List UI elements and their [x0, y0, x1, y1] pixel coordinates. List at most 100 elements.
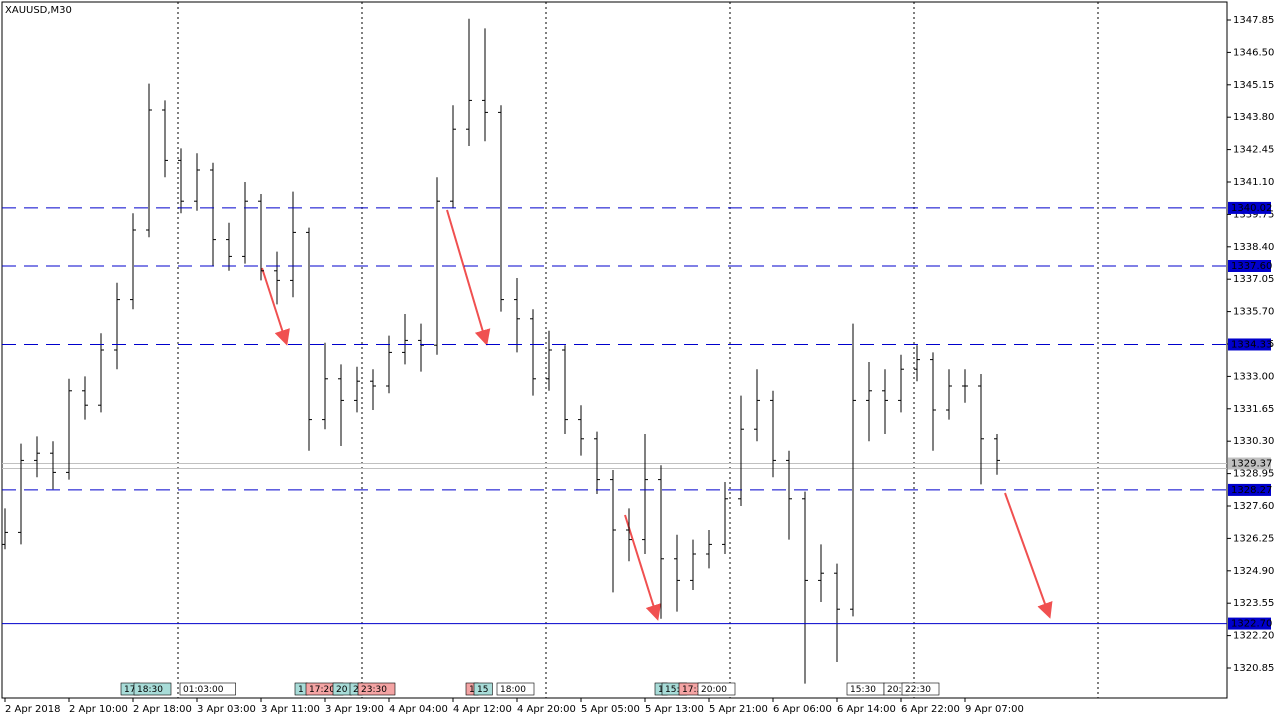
ohlc-bar — [610, 470, 616, 593]
ohlc-bar — [578, 405, 584, 456]
ohlc-bar — [930, 352, 936, 451]
ohlc-bar — [546, 330, 552, 391]
ohlc-bar — [866, 362, 872, 442]
ohlc-bar — [818, 544, 824, 602]
y-tick-label: 1335.70 — [1233, 307, 1274, 318]
x-tick-label: 3 Apr 03:00 — [197, 704, 256, 715]
event-label: 20: — [887, 685, 901, 695]
x-tick-label: 4 Apr 20:00 — [517, 704, 576, 715]
ohlc-bar — [2, 508, 8, 550]
event-label: 1 — [298, 685, 304, 695]
ohlc-bar — [722, 482, 728, 554]
ohlc-bar — [834, 563, 840, 662]
ohlc-bar — [34, 436, 40, 478]
arrow — [446, 209, 491, 346]
event-label: 01:03:00 — [183, 685, 224, 695]
ohlc-bar — [690, 539, 696, 590]
x-tick-label: 4 Apr 12:00 — [453, 704, 512, 715]
y-tick-label: 1341.10 — [1233, 177, 1274, 188]
ohlc-bar — [882, 369, 888, 434]
x-tick-label: 2 Apr 2018 — [5, 704, 60, 715]
ohlc-bar — [338, 364, 344, 446]
event-tag — [179, 682, 236, 696]
event-label: 20:00 — [701, 685, 727, 695]
ohlc-bar — [226, 222, 232, 271]
event-label: 1 — [658, 685, 664, 695]
y-tick-label: 1328.95 — [1233, 469, 1274, 480]
plot-frame — [1, 1, 1228, 699]
ohlc-bar — [674, 534, 680, 612]
ohlc-bar — [978, 374, 984, 485]
ohlc-bar — [18, 443, 24, 545]
ohlc-bar — [322, 342, 328, 430]
event-label: 15 — [477, 685, 488, 695]
ohlc-bar — [738, 395, 744, 506]
y-tick-label: 1345.15 — [1233, 80, 1274, 91]
arrow — [624, 514, 662, 621]
ohlc-bar — [850, 323, 856, 617]
ohlc-bar — [770, 390, 776, 478]
level-label: 1337.60 — [1231, 261, 1272, 272]
ohlc-bar — [658, 465, 664, 619]
ohlc-bar — [146, 83, 152, 238]
event-label: 2 — [353, 685, 359, 695]
ohlc-bar — [210, 162, 216, 266]
event-label: 15:30 — [850, 685, 876, 695]
arrow — [1004, 492, 1053, 619]
event-label: 1 — [469, 685, 475, 695]
x-tick-label: 6 Apr 22:00 — [901, 704, 960, 715]
ohlc-bar — [754, 369, 760, 442]
bid-label: 1329.37 — [1231, 459, 1272, 470]
ohlc-bar — [354, 366, 360, 413]
ohlc-bar — [898, 354, 904, 413]
ohlc-bar — [514, 278, 520, 353]
x-tick-label: 2 Apr 10:00 — [69, 704, 128, 715]
event-label: 17:20 — [309, 685, 335, 695]
ohlc-bar — [914, 345, 920, 382]
y-tick-label: 1327.60 — [1233, 501, 1274, 512]
y-tick-label: 1333.00 — [1233, 371, 1274, 382]
event-label: 18:30 — [137, 685, 163, 695]
ohlc-bar — [130, 213, 136, 310]
x-tick-label: 2 Apr 18:00 — [133, 704, 192, 715]
ohlc-bar — [498, 105, 504, 312]
event-label: 17 — [124, 685, 135, 695]
ohlc-bar — [802, 491, 808, 684]
ohlc-bar — [450, 105, 456, 209]
ohlc-bar — [50, 441, 56, 490]
event-label: 18:00 — [500, 685, 526, 695]
ohlc-bar — [242, 182, 248, 264]
x-tick-label: 6 Apr 14:00 — [837, 704, 896, 715]
level-box — [1228, 338, 1271, 351]
x-tick-label: 6 Apr 06:00 — [773, 704, 832, 715]
ohlc-bar — [386, 335, 392, 394]
level-box — [1228, 617, 1271, 630]
bid-box — [1228, 457, 1271, 470]
y-tick-label: 1323.55 — [1233, 598, 1274, 609]
ohlc-bar — [194, 153, 200, 211]
event-tag — [357, 682, 396, 696]
ohlc-bar — [530, 309, 536, 396]
ohlc-bar — [626, 508, 632, 562]
y-tick-label: 1337.05 — [1233, 274, 1274, 285]
ohlc-bar — [482, 28, 488, 142]
level-label: 1334.33 — [1231, 339, 1272, 350]
x-tick-label: 5 Apr 21:00 — [709, 704, 768, 715]
ohlc-bar — [402, 314, 408, 365]
y-tick-label: 1330.30 — [1233, 436, 1274, 447]
level-label: 1328.27 — [1231, 485, 1272, 496]
event-tag — [496, 682, 535, 696]
event-label: 20 — [336, 685, 348, 695]
x-tick-label: 3 Apr 11:00 — [261, 704, 320, 715]
ohlc-bar — [162, 100, 168, 178]
x-tick-label: 3 Apr 19:00 — [325, 704, 384, 715]
event-tag — [473, 682, 493, 696]
level-label: 1340.02 — [1231, 203, 1272, 214]
y-tick-label: 1343.80 — [1233, 112, 1274, 123]
ohlc-bar — [98, 333, 104, 413]
ohlc-bar — [178, 148, 184, 214]
event-tag — [133, 682, 172, 696]
ohlc-bar — [962, 369, 968, 403]
y-tick-label: 1338.40 — [1233, 242, 1274, 253]
ohlc-bar — [946, 369, 952, 420]
